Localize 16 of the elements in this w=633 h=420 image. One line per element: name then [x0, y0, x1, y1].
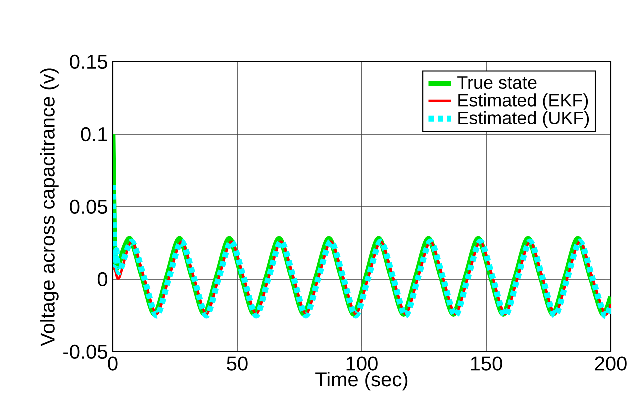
x-tick-label: 150 [471, 356, 502, 371]
y-tick-label: 0.1 [81, 127, 108, 142]
line-series [113, 240, 611, 316]
x-axis-title: Time (sec) [316, 372, 408, 391]
y-tick-label: 0.15 [70, 54, 108, 70]
legend-label: Estimated (UKF) [458, 111, 590, 128]
legend-label: Estimated (EKF) [458, 94, 588, 110]
y-tick-label: -0.05 [64, 344, 108, 360]
x-tick-label: 50 [227, 356, 248, 371]
legend-label: True state [458, 76, 537, 90]
y-tick-label: 0 [98, 272, 108, 287]
x-tick-label: 100 [346, 356, 378, 371]
x-tick-label: 200 [595, 356, 627, 371]
x-tick-label: 0 [108, 356, 118, 371]
y-axis-title: Voltage across capacitrance (v) [40, 68, 59, 346]
y-tick-label: 0.05 [70, 200, 108, 214]
